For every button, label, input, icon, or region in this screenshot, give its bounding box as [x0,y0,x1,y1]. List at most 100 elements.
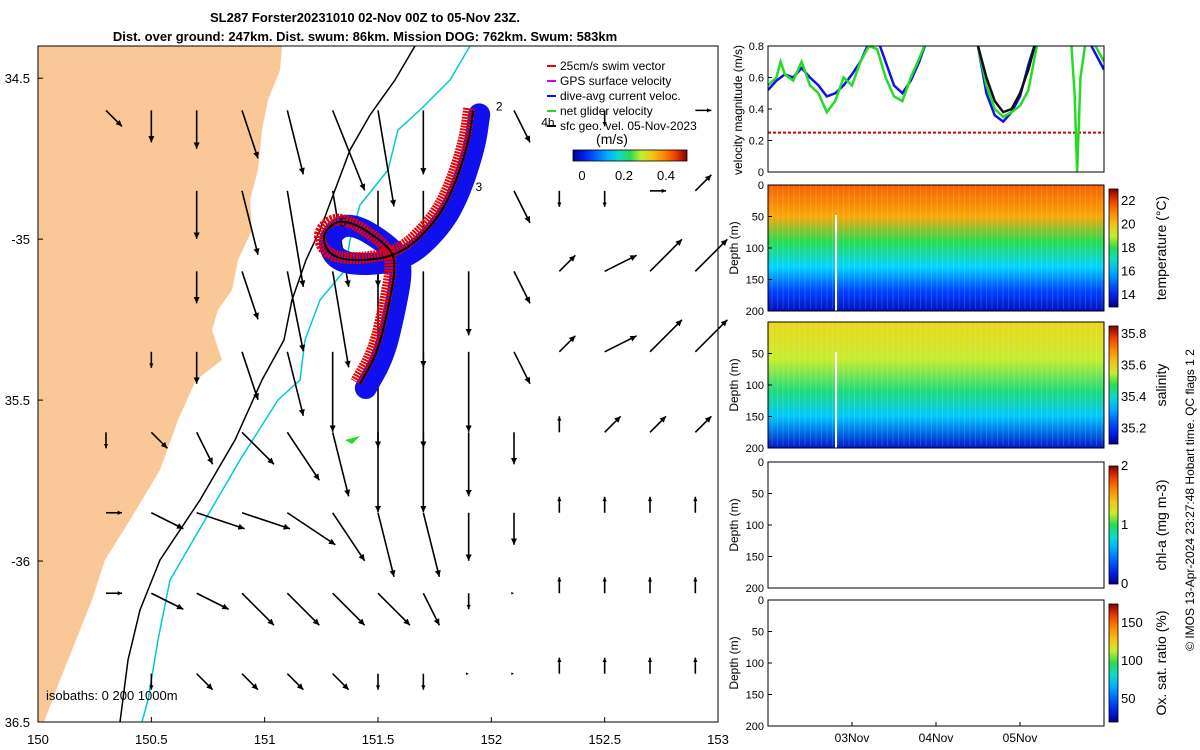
current-arrow [465,512,472,561]
colorbar-tick-label: 0.4 [657,168,675,183]
current-arrow [557,416,562,433]
x-tick-label: 04Nov [919,731,954,745]
current-arrow [650,188,666,193]
current-arrow [604,254,638,273]
current-arrow [374,432,382,513]
y-tick-label: 50 [752,627,764,639]
y-tick-label: 100 [746,243,764,255]
y-tick-label: 0 [758,595,764,607]
current-arrow [465,271,472,336]
current-arrow [241,110,259,159]
current-arrow [465,672,469,676]
y-tick-label: 200 [746,443,764,455]
y-tick-label: 0 [758,167,764,179]
current-arrow [422,512,441,577]
current-arrow [241,271,259,320]
section-colorbar [1108,325,1119,445]
current-arrow [421,673,426,690]
swim-vector-band [313,107,476,385]
section-colorbar [1108,603,1119,723]
y-tick-label: 150 [746,412,764,424]
current-arrow [558,254,576,272]
chl-section: 0 50 100 150 200 Depth (m) 0 1 2 chl-a (mg m-3) [727,457,1169,595]
x-tick-label: 152 [480,732,502,747]
current-arrow [377,512,396,577]
land-mass [38,46,282,722]
y-tick-label: 100 [746,520,764,532]
current-arrow [510,432,518,465]
x-tick-label: 05Nov [1003,731,1038,745]
current-arrow [511,672,514,676]
current-arrow [241,351,259,401]
section-field [768,185,1104,311]
current-arrow [602,496,607,513]
current-arrow [647,496,653,513]
current-arrow [241,190,260,256]
velocity-ylabel: velocity magnitude (m/s) [731,45,745,175]
current-arrow [513,351,531,385]
colorbar-label: chl-a (mg m-3) [1153,479,1169,570]
depth-ylabel: Depth (m) [727,358,741,411]
current-arrow [329,351,336,432]
current-arrow [331,110,366,191]
colorbar-tick-label: 14 [1121,287,1135,302]
current-arrow [150,512,184,530]
y-tick-label: 0 [758,457,764,469]
section-frame [767,461,1105,589]
current-arrow [513,190,531,224]
current-arrow [195,431,214,465]
current-arrow [241,431,275,465]
current-arrow [510,512,518,545]
current-arrow [150,592,184,610]
velocity-series [768,46,1104,172]
current-arrow [149,351,154,368]
current-arrow [286,512,336,546]
title-line-1: SL287 Forster20231010 02-Nov 00Z to 05-N… [210,10,520,25]
current-arrow [286,271,306,352]
current-arrow [693,657,698,674]
current-arrow [513,270,531,304]
current-arrow [511,591,514,595]
current-arrow [557,657,562,674]
current-arrow [694,174,712,192]
colorbar-tick-label: 20 [1121,216,1135,231]
current-arrow [196,592,230,610]
current-arrow [694,415,712,433]
y-tick-label: -36 [11,554,30,569]
x-tick-label: 152.5 [588,732,621,747]
y-tick-label: 0.6 [749,73,764,85]
current-arrow [193,351,200,384]
velocity-panel: 0 0.2 0.4 0.6 0.8 velocity magnitude (m/s) [731,41,1105,179]
current-arrow [241,592,275,626]
colorbar-tick-label: 100 [1121,653,1143,668]
current-arrow [105,109,123,127]
current-arrow [693,496,698,513]
colorbar-tick-label: 16 [1121,264,1135,279]
chart-title: SL287 Forster20231010 02-Nov 00Z to 05-N… [0,8,730,46]
current-arrow [286,673,304,691]
current-arrow [649,415,667,433]
current-arrow [193,271,200,304]
y-tick-label: 50 [752,349,764,361]
current-arrow [557,190,562,207]
map-panel: 2 3 4h 5 150 150.5 151 151.5 152 152.5 153 34.5 -35 3… [5,45,729,747]
isobath-1000-line [119,45,416,723]
current-arrow [331,432,351,497]
y-tick-label: 100 [746,380,764,392]
isobaths-label: isobaths: 0 200 1000m [46,688,178,703]
current-arrow [420,110,427,175]
current-arrow [558,335,576,353]
colorbar-tick-label: 150 [1121,615,1143,630]
colorbar-label: salinity [1153,364,1169,407]
y-tick-label: 200 [746,583,764,595]
current-arrow [241,673,259,691]
depth-ylabel: Depth (m) [727,221,741,274]
y-tick-label: 150 [746,552,764,564]
current-arrow [286,592,320,626]
net-glider-mark [345,436,360,444]
isobath-200-line [141,45,471,723]
colorbar-tick-label: 0.2 [615,168,633,183]
colorbar-tick-label: 0 [1121,576,1128,591]
